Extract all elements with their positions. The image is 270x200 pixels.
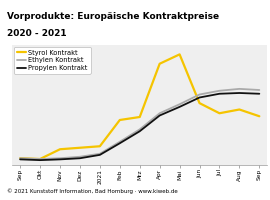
Propylen Kontrakt [19,158,22,161]
Line: Propylen Kontrakt: Propylen Kontrakt [20,93,259,160]
Propylen Kontrakt [238,92,241,94]
Ethylen Kontrakt [178,103,181,105]
Ethylen Kontrakt [258,89,261,91]
Ethylen Kontrakt [118,141,122,143]
Styrol Kontrakt [178,53,181,56]
Styrol Kontrakt [138,116,141,118]
Styrol Kontrakt [118,119,122,121]
Ethylen Kontrakt [198,93,201,96]
Line: Styrol Kontrakt: Styrol Kontrakt [20,54,259,159]
Propylen Kontrakt [158,114,161,117]
Propylen Kontrakt [38,159,42,161]
Propylen Kontrakt [258,93,261,95]
Styrol Kontrakt [58,148,62,150]
Ethylen Kontrakt [218,90,221,92]
Ethylen Kontrakt [38,158,42,160]
Ethylen Kontrakt [98,153,102,155]
Propylen Kontrakt [98,154,102,156]
Propylen Kontrakt [218,93,221,95]
Styrol Kontrakt [158,63,161,65]
Ethylen Kontrakt [238,88,241,90]
Text: Vorprodukte: Europäische Kontraktpreise: Vorprodukte: Europäische Kontraktpreise [7,12,219,21]
Propylen Kontrakt [78,157,82,159]
Line: Ethylen Kontrakt: Ethylen Kontrakt [20,89,259,159]
Styrol Kontrakt [198,102,201,104]
Styrol Kontrakt [98,145,102,147]
Propylen Kontrakt [58,158,62,161]
Styrol Kontrakt [19,157,22,159]
Propylen Kontrakt [178,106,181,108]
Styrol Kontrakt [78,147,82,149]
Legend: Styrol Kontrakt, Ethylen Kontrakt, Propylen Kontrakt: Styrol Kontrakt, Ethylen Kontrakt, Propy… [14,47,90,74]
Styrol Kontrakt [258,115,261,117]
Ethylen Kontrakt [158,112,161,114]
Styrol Kontrakt [238,108,241,111]
Styrol Kontrakt [218,112,221,114]
Ethylen Kontrakt [19,157,22,159]
Text: 2020 - 2021: 2020 - 2021 [7,29,66,38]
Propylen Kontrakt [198,96,201,99]
Styrol Kontrakt [38,158,42,160]
Ethylen Kontrakt [78,156,82,158]
Propylen Kontrakt [138,130,141,132]
Propylen Kontrakt [118,142,122,144]
Text: © 2021 Kunststoff Information, Bad Homburg · www.kiweb.de: © 2021 Kunststoff Information, Bad Hombu… [7,188,177,194]
Ethylen Kontrakt [138,128,141,131]
Ethylen Kontrakt [58,157,62,159]
